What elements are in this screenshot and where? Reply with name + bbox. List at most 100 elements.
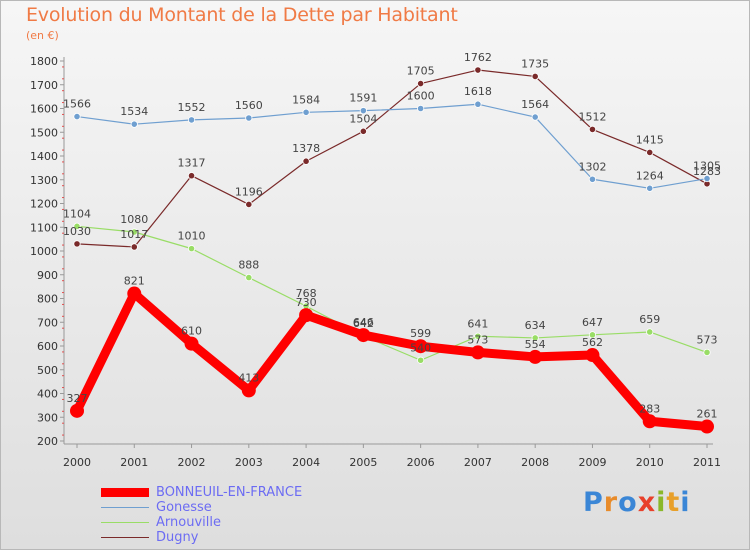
data-point <box>646 328 654 336</box>
series-line <box>76 225 708 361</box>
x-tick-label: 2002 <box>178 456 206 469</box>
data-point <box>359 107 367 115</box>
data-point <box>531 72 539 81</box>
y-tick-label: 1800 <box>30 55 58 68</box>
y-tick-label: 400 <box>37 388 58 401</box>
y-tick-label: 1600 <box>30 103 58 116</box>
x-tick-label: 2007 <box>464 456 492 469</box>
y-tick-label: 1200 <box>30 198 58 211</box>
y-tick-label: 1400 <box>30 150 58 163</box>
data-label: 573 <box>697 333 718 346</box>
data-label: 1584 <box>292 93 320 106</box>
data-point <box>70 403 84 418</box>
data-point <box>588 125 597 133</box>
data-point <box>356 328 371 343</box>
data-point <box>474 100 482 108</box>
data-point <box>127 286 142 301</box>
data-point <box>187 172 196 180</box>
data-label: 1283 <box>693 165 721 178</box>
data-point <box>302 157 310 165</box>
logo-letter: o <box>618 487 638 518</box>
logo-letter: P <box>583 487 604 518</box>
data-label: 1560 <box>235 99 263 112</box>
y-tick-label: 500 <box>37 364 58 377</box>
data-point <box>245 273 253 282</box>
data-point <box>470 345 485 360</box>
data-point <box>700 419 714 434</box>
y-ticks: 200 300 400 500 600 700 800 900 1000 1100 1200 1300… <box>30 55 64 448</box>
data-label: 1735 <box>521 57 549 70</box>
legend-label: BONNEUIL-EN-FRANCE <box>156 485 303 500</box>
legend-item[interactable]: Gonesse <box>96 500 356 515</box>
data-point <box>703 348 711 357</box>
data-point <box>646 184 654 192</box>
data-point <box>73 112 81 121</box>
x-tick-label: 2004 <box>292 456 320 469</box>
data-label: 730 <box>296 296 317 309</box>
logo-letter: i <box>680 487 691 518</box>
y-tick-label: 800 <box>37 293 58 306</box>
y-tick-label: 900 <box>37 269 58 282</box>
x-tick-label: 2001 <box>120 456 148 469</box>
legend-item[interactable]: Arnouville <box>96 515 356 530</box>
data-label: 659 <box>639 313 660 326</box>
x-ticks: 2000 2001 2002 2003 2004 2005 2006 2007 2008 2009… <box>63 444 721 469</box>
x-tick-label: 2005 <box>349 456 377 469</box>
data-label: 888 <box>238 259 259 272</box>
data-point <box>73 222 81 230</box>
data-point <box>531 113 539 121</box>
legend: BONNEUIL-EN-FRANCE Gonesse Arnouville Du… <box>96 485 356 545</box>
data-point <box>646 148 654 157</box>
data-label: 599 <box>410 327 431 340</box>
y-tick-label: 1000 <box>30 245 58 258</box>
data-label: 610 <box>181 325 202 338</box>
y-tick-label: 1100 <box>30 221 58 234</box>
data-label: 554 <box>525 338 546 351</box>
proxiti-logo: Proxiti <box>583 487 691 518</box>
data-label: 646 <box>353 316 374 329</box>
data-point <box>245 200 253 209</box>
data-point <box>703 174 711 183</box>
data-label: 1534 <box>120 105 148 118</box>
data-point <box>417 356 425 364</box>
series-line <box>76 103 708 189</box>
legend-swatch <box>101 488 149 497</box>
data-label: 540 <box>410 341 431 354</box>
y-tick-label: 700 <box>37 316 58 329</box>
y-tick-label: 200 <box>37 435 58 448</box>
legend-label: Gonesse <box>156 500 212 515</box>
data-point <box>73 240 81 248</box>
logo-letter: r <box>603 487 619 518</box>
data-point <box>531 334 539 342</box>
data-label: 642 <box>353 317 374 330</box>
data-point <box>417 79 425 88</box>
data-point <box>184 336 199 351</box>
x-tick-label: 2009 <box>578 456 606 469</box>
legend-item[interactable]: BONNEUIL-EN-FRANCE <box>96 485 356 500</box>
data-label: 647 <box>582 316 603 329</box>
data-point <box>359 127 367 135</box>
data-point <box>588 175 597 183</box>
y-tick-label: 1700 <box>30 79 58 92</box>
data-label: 1104 <box>63 207 91 220</box>
x-tick-label: 2006 <box>407 456 435 469</box>
data-point <box>642 414 657 429</box>
data-point <box>413 339 428 354</box>
data-point <box>585 348 600 363</box>
legend-swatch <box>101 537 149 538</box>
data-label: 1030 <box>63 225 91 238</box>
legend-item[interactable]: Dugny <box>96 530 356 545</box>
series-line <box>72 289 712 432</box>
series-group <box>70 66 714 434</box>
data-label: 573 <box>467 333 488 346</box>
x-tick-label: 2011 <box>693 456 721 469</box>
legend-label: Dugny <box>156 530 199 545</box>
data-label: 562 <box>582 336 603 349</box>
data-label: 327 <box>67 392 88 405</box>
data-point <box>187 245 196 253</box>
y-tick-label: 1300 <box>30 174 58 187</box>
data-label: 1196 <box>235 185 263 198</box>
chart-unit: (en €) <box>26 29 59 42</box>
data-point <box>417 104 425 113</box>
